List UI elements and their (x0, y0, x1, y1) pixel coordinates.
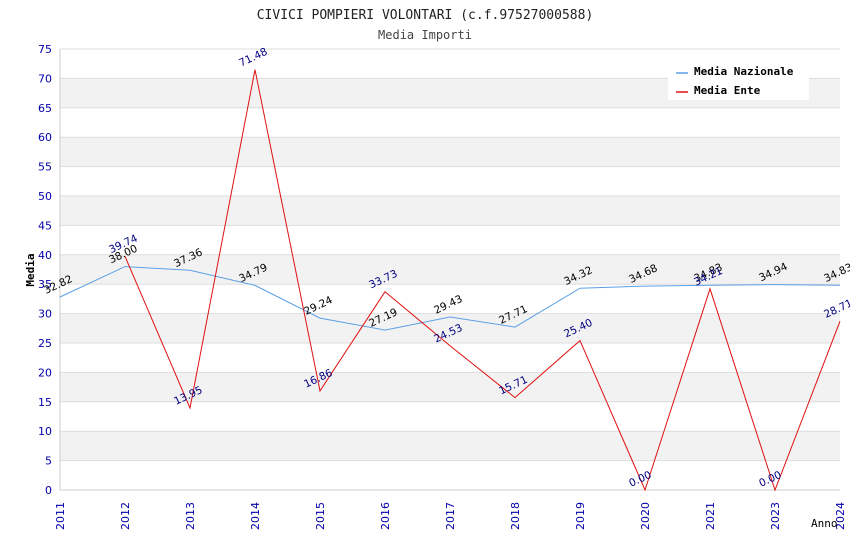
y-tick-label: 25 (38, 337, 52, 350)
y-axis-label: Media (24, 253, 37, 286)
y-tick-label: 55 (38, 161, 52, 174)
chart-title: CIVICI POMPIERI VOLONTARI (c.f.975270005… (257, 8, 594, 23)
chart-subtitle: Media Importi (378, 28, 472, 42)
plot-band (60, 107, 840, 138)
series-line-ente (124, 69, 841, 492)
y-tick-label: 10 (38, 425, 52, 438)
x-tick-label: 2018 (509, 502, 522, 530)
x-tick-label: 2023 (769, 502, 782, 530)
y-tick-label: 60 (38, 131, 52, 144)
x-axis-label: Anno (811, 517, 838, 530)
x-tick-label: 2014 (249, 502, 262, 530)
plot-band (60, 166, 840, 196)
plot-background (60, 49, 840, 490)
plot-band (60, 431, 840, 461)
y-tick-label: 15 (38, 396, 52, 409)
y-tick-label: 40 (38, 249, 52, 262)
plot-band (60, 343, 840, 373)
x-tick-label: 2024 (834, 502, 847, 530)
y-tick-label: 75 (38, 43, 52, 56)
series-lines (59, 69, 841, 492)
plot-band (60, 225, 840, 255)
x-tick-label: 2016 (379, 502, 392, 530)
legend: Media Nazionale Media Ente (668, 62, 809, 100)
x-tick-label: 2013 (184, 502, 197, 530)
legend-label-national: Media Nazionale (694, 65, 794, 78)
y-tick-label: 0 (45, 484, 52, 497)
plot-band (60, 137, 840, 167)
y-tick-label: 30 (38, 308, 52, 321)
x-tick-label: 2021 (704, 502, 717, 530)
x-tick-label: 2012 (119, 502, 132, 530)
y-tick-label: 5 (45, 455, 52, 468)
x-tick-label: 2019 (574, 502, 587, 530)
plot-band (60, 372, 840, 402)
legend-box (668, 62, 809, 100)
plot-band (60, 254, 840, 285)
y-tick-label: 50 (38, 190, 52, 203)
x-tick-label: 2017 (444, 502, 457, 530)
legend-label-ente: Media Ente (694, 84, 761, 97)
y-tick-label: 70 (38, 72, 52, 85)
y-axis-ticks: 0 5 10 15 20 25 30 35 40 45 50 55 60 65 70 75 (38, 43, 52, 497)
series-line-national (59, 266, 841, 331)
x-axis-ticks: 2011 2012 2013 2014 2015 2016 2017 2018 2019 2020… (54, 502, 847, 530)
x-tick-label: 2011 (54, 502, 67, 530)
y-tick-label: 65 (38, 102, 52, 115)
y-tick-label: 20 (38, 366, 52, 379)
plot-band (60, 313, 840, 343)
axes (59, 49, 840, 491)
y-tick-label: 45 (38, 219, 52, 232)
plot-band (60, 460, 840, 490)
plot-band (60, 196, 840, 226)
x-tick-label: 2020 (639, 502, 652, 530)
x-tick-label: 2015 (314, 502, 327, 530)
y-tick-label: 35 (38, 278, 52, 291)
